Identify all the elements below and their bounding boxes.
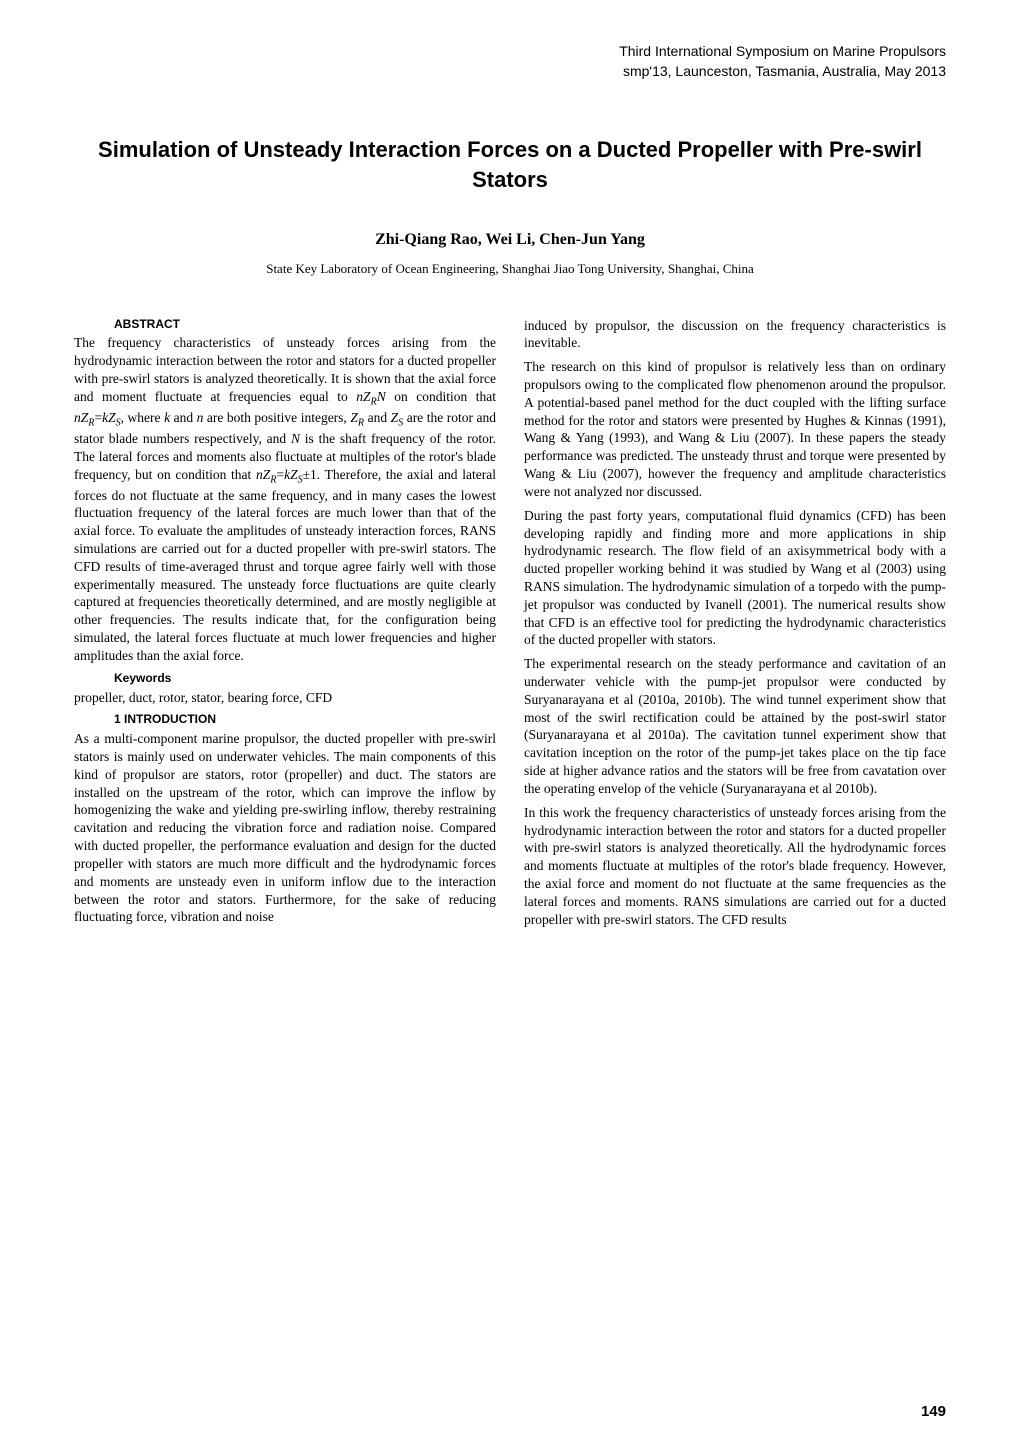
keywords-text: propeller, duct, rotor, stator, bearing … [74, 689, 496, 707]
abstract-text: The frequency characteristics of unstead… [74, 334, 496, 664]
right-paragraph-3: The experimental research on the steady … [524, 655, 946, 798]
page-number: 149 [921, 1403, 946, 1420]
paper-title: Simulation of Unsteady Interaction Force… [74, 135, 946, 194]
conference-header: Third International Symposium on Marine … [74, 42, 946, 81]
affiliation: State Key Laboratory of Ocean Engineerin… [74, 261, 946, 277]
two-column-body: ABSTRACT The frequency characteristics o… [74, 317, 946, 935]
right-column: induced by propulsor, the discussion on … [524, 317, 946, 935]
right-paragraph-2: During the past forty years, computation… [524, 507, 946, 650]
right-paragraph-0: induced by propulsor, the discussion on … [524, 317, 946, 353]
left-column: ABSTRACT The frequency characteristics o… [74, 317, 496, 935]
keywords-heading: Keywords [114, 671, 496, 687]
introduction-heading: 1 INTRODUCTION [114, 712, 496, 728]
authors: Zhi-Qiang Rao, Wei Li, Chen-Jun Yang [74, 231, 946, 249]
intro-paragraph-1: As a multi-component marine propulsor, t… [74, 730, 496, 926]
conference-line-1: Third International Symposium on Marine … [74, 42, 946, 62]
conference-line-2: smp'13, Launceston, Tasmania, Australia,… [74, 62, 946, 82]
abstract-heading: ABSTRACT [114, 317, 496, 333]
right-paragraph-4: In this work the frequency characteristi… [524, 804, 946, 929]
right-paragraph-1: The research on this kind of propulsor i… [524, 358, 946, 501]
